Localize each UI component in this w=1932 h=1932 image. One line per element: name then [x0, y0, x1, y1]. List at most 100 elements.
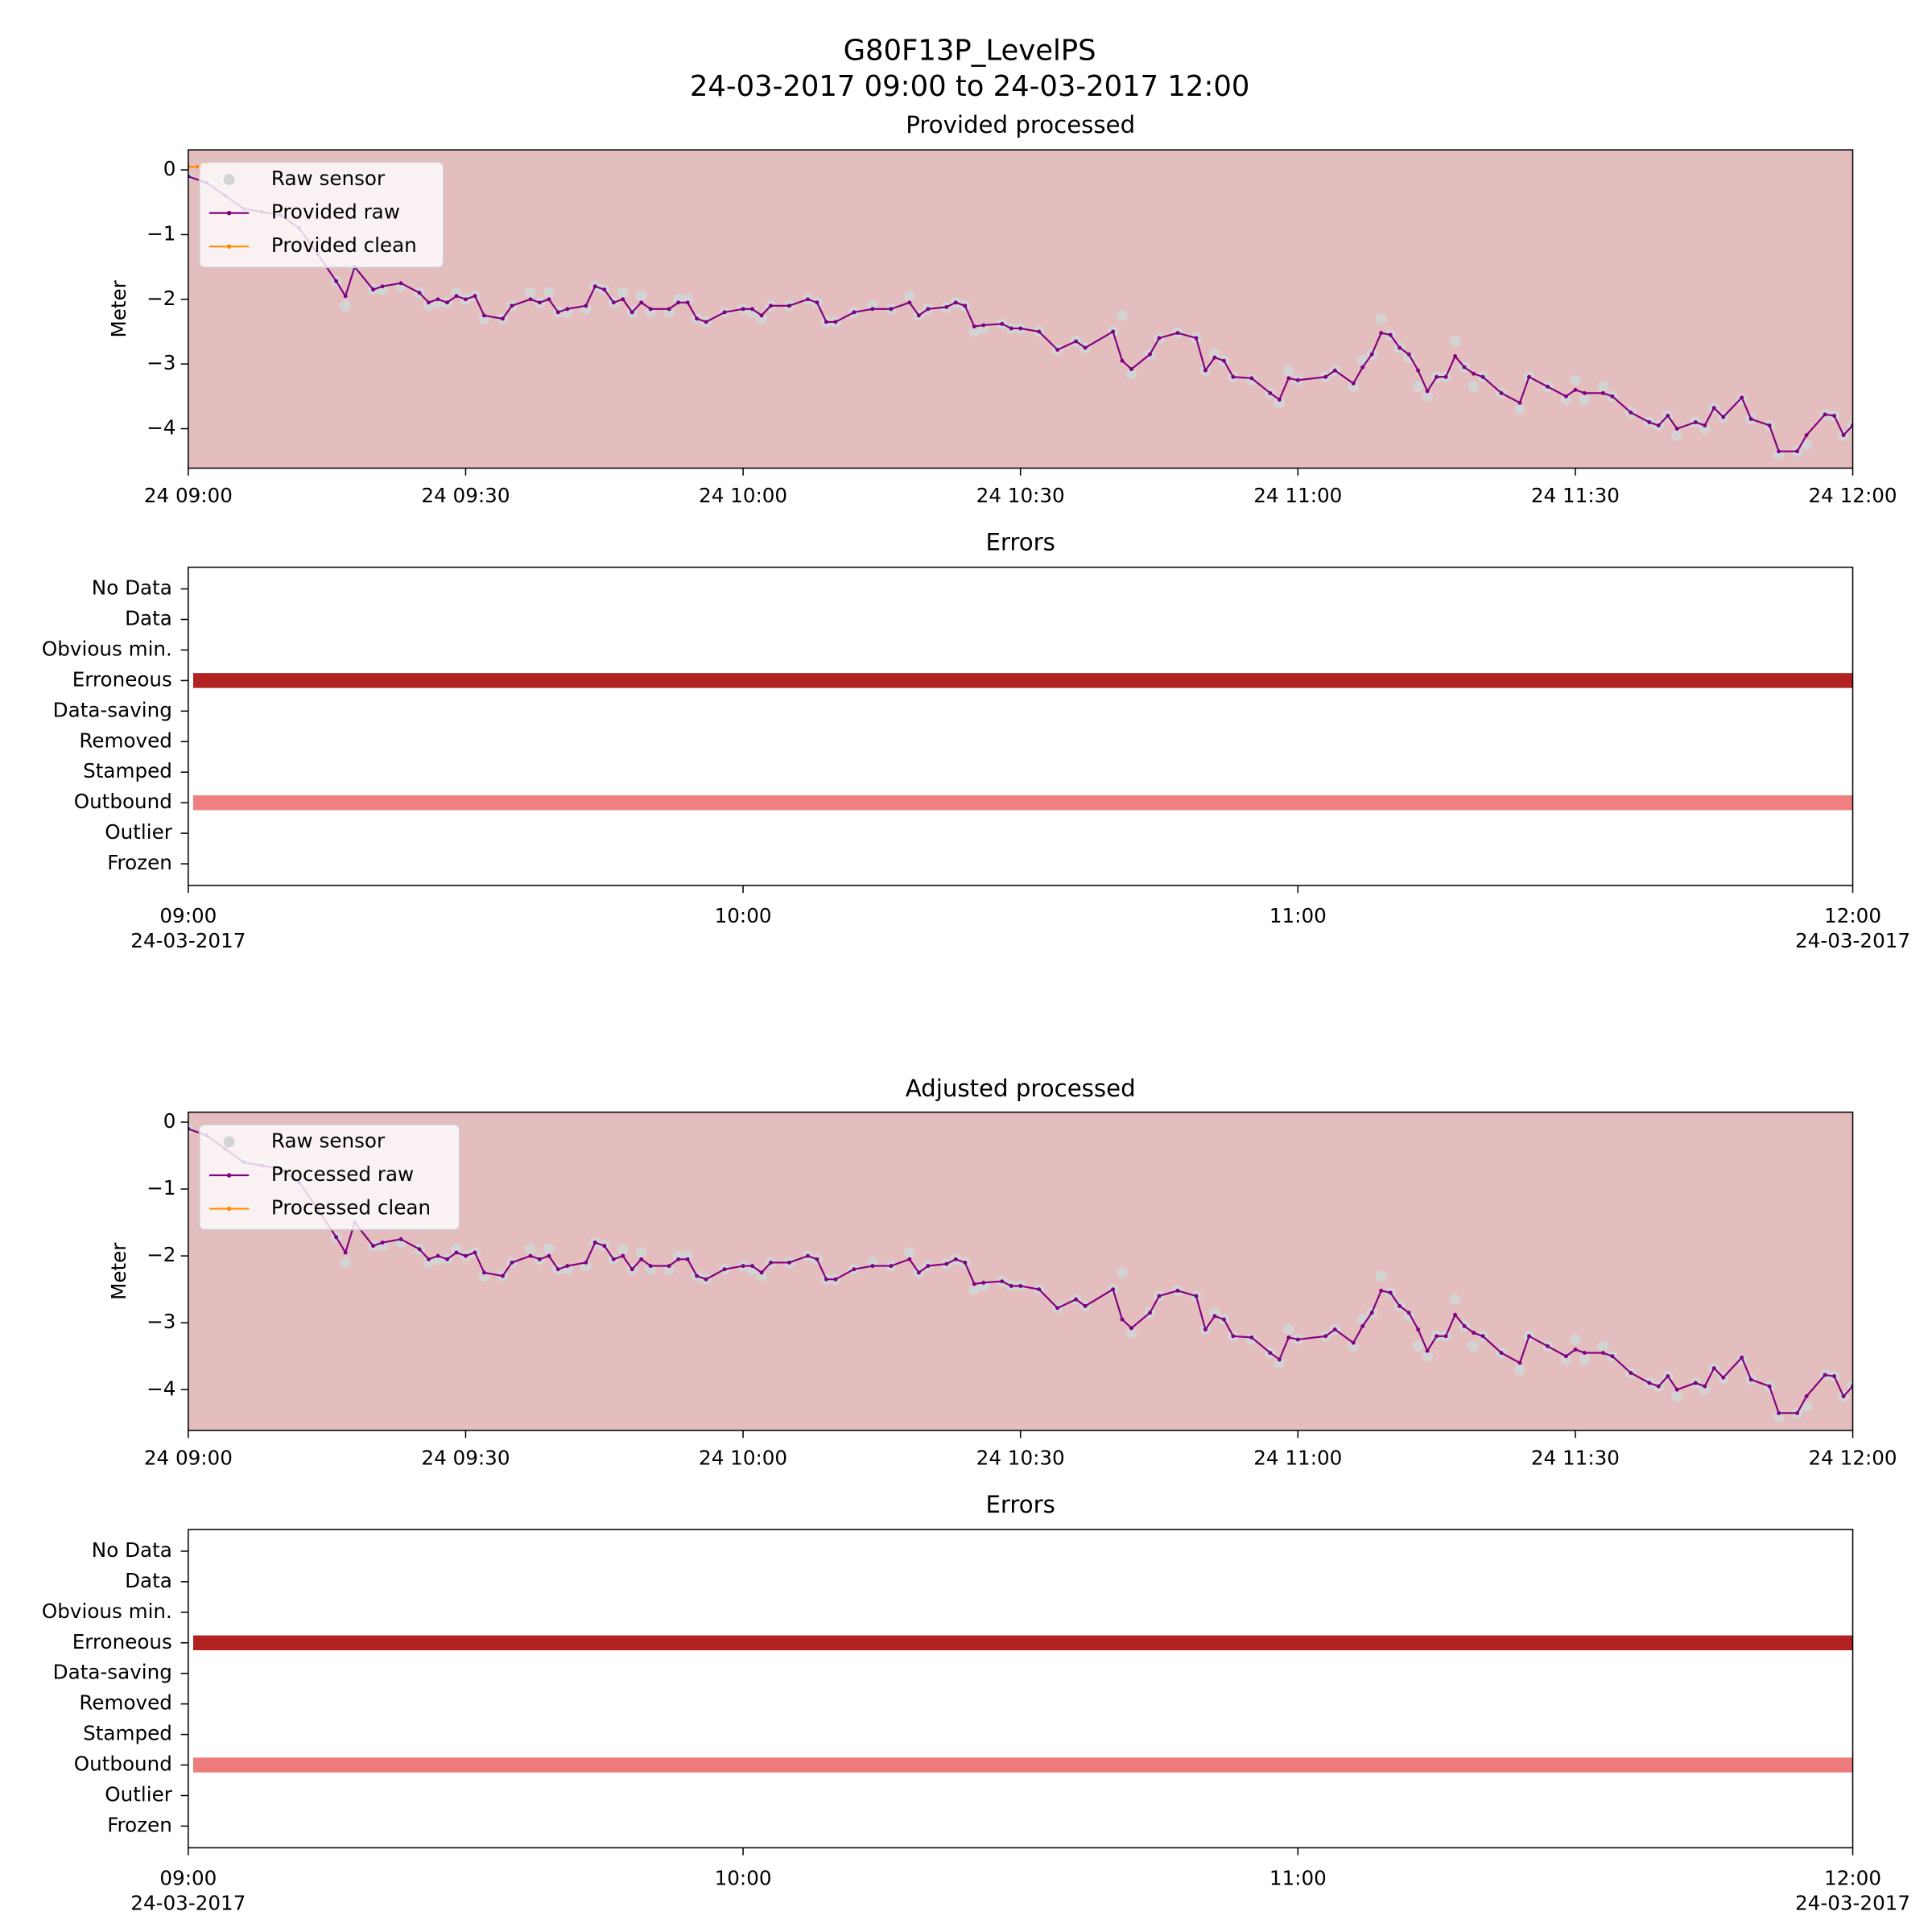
- raw-point: [1597, 1340, 1609, 1352]
- raw-point: [340, 299, 352, 312]
- error-span: [193, 795, 1853, 811]
- legend-box: [198, 161, 444, 269]
- y-tick-label: Frozen: [107, 851, 172, 874]
- series-line: [188, 174, 1853, 454]
- y-tick-label: Outlier: [105, 820, 172, 844]
- figure-title: G80F13P_LevelPS: [844, 35, 1096, 68]
- raw-point: [1412, 381, 1424, 393]
- x-tick-label: 24 09:30: [421, 484, 510, 507]
- raw-point: [1245, 1334, 1257, 1345]
- legend-marker: [226, 1173, 232, 1178]
- x-tick-label: 12:00 24-03-2017: [1795, 1866, 1911, 1915]
- axes-frame: [188, 1529, 1854, 1849]
- subplot-title: Adjusted processed: [906, 1075, 1136, 1102]
- y-tick-label: −4: [147, 1377, 175, 1400]
- raw-point: [635, 1247, 647, 1258]
- y-tick-label: Erroneous: [72, 1630, 172, 1653]
- legend-label: Processed raw: [271, 1162, 414, 1186]
- y-tick-label: Outbound: [74, 1752, 172, 1776]
- raw-point: [1282, 1323, 1294, 1335]
- raw-point: [543, 1243, 555, 1255]
- x-tick-label: 24 10:30: [976, 1446, 1065, 1469]
- subplot-title: Errors: [985, 1491, 1055, 1518]
- x-tick-label: 24 10:00: [699, 484, 787, 507]
- y-tick-label: No Data: [92, 576, 172, 600]
- y-tick-label: Stamped: [83, 759, 172, 782]
- raw-point: [1245, 374, 1257, 386]
- raw-point: [903, 290, 915, 302]
- y-tick-label: Data: [125, 607, 172, 630]
- raw-point: [1117, 309, 1128, 321]
- error-span: [193, 1635, 1853, 1651]
- x-tick-label: 24 11:30: [1531, 484, 1620, 507]
- y-tick-label: Removed: [79, 1691, 172, 1715]
- raw-point: [1579, 394, 1591, 406]
- raw-point: [1449, 336, 1461, 347]
- axes-frame: [188, 149, 1854, 469]
- x-tick-label: 24 09:00: [144, 484, 233, 507]
- legend-label: Processed clean: [271, 1196, 431, 1220]
- axes-frame: [188, 566, 1854, 886]
- raw-point: [1412, 1340, 1424, 1352]
- legend-label: Provided raw: [271, 200, 400, 224]
- subplot-title: Provided processed: [906, 111, 1135, 138]
- y-tick-label: Obvious min.: [42, 637, 172, 660]
- raw-point: [1579, 1353, 1591, 1365]
- plot-area: [188, 1123, 1853, 1422]
- y-tick-label: Outbound: [74, 790, 172, 813]
- legend-label: Raw sensor: [271, 1129, 386, 1152]
- raw-point: [1468, 381, 1480, 393]
- y-tick-label: Frozen: [107, 1813, 172, 1836]
- series-line: [188, 1126, 1853, 1415]
- raw-point: [617, 1243, 629, 1255]
- y-tick-label: −4: [147, 416, 175, 440]
- y-tick-label: −1: [147, 221, 175, 245]
- x-tick-label: 24 11:00: [1253, 484, 1342, 507]
- plot-background: [188, 1530, 1853, 1848]
- y-tick-label: 0: [163, 157, 176, 180]
- x-tick-label: 24 10:30: [976, 484, 1065, 507]
- y-tick-label: Data-saving: [53, 1661, 172, 1684]
- raw-point: [1570, 374, 1581, 386]
- y-tick-label: Stamped: [83, 1722, 172, 1745]
- x-tick-label: 10:00: [714, 1866, 772, 1890]
- raw-point: [1514, 403, 1525, 415]
- subplot-title: Errors: [985, 528, 1055, 555]
- x-tick-label: 09:00 24-03-2017: [130, 904, 246, 953]
- raw-point: [1468, 1340, 1480, 1352]
- y-tick-label: 0: [163, 1109, 176, 1133]
- legend-marker: [223, 1136, 235, 1148]
- raw-point: [1671, 429, 1683, 441]
- raw-point: [1597, 381, 1609, 393]
- raw-point: [1514, 1364, 1525, 1376]
- plot-background: [188, 567, 1853, 886]
- raw-point: [635, 290, 647, 302]
- x-tick-label: 24 11:00: [1253, 1446, 1342, 1469]
- error-span: [193, 673, 1853, 688]
- y-tick-label: Removed: [79, 729, 172, 752]
- y-tick-label: −3: [147, 351, 175, 374]
- raw-point: [1671, 1390, 1683, 1402]
- y-tick-label: −3: [147, 1310, 175, 1333]
- legend-label: Provided clean: [271, 233, 417, 257]
- y-tick-label: −2: [147, 287, 175, 310]
- raw-point: [543, 287, 555, 299]
- raw-point: [1117, 1266, 1128, 1278]
- error-span: [193, 1757, 1853, 1773]
- raw-point: [1282, 365, 1294, 377]
- figure-subtitle: 24-03-2017 09:00 to 24-03-2017 12:00: [690, 70, 1250, 103]
- x-tick-label: 24 11:30: [1531, 1446, 1620, 1469]
- raw-point: [1375, 312, 1387, 324]
- raw-point: [524, 1243, 536, 1255]
- x-tick-label: 24 09:30: [421, 1446, 510, 1469]
- y-tick-label: Erroneous: [72, 667, 172, 691]
- y-tick-label: Obvious min.: [42, 1600, 172, 1623]
- y-tick-label: No Data: [92, 1538, 172, 1562]
- y-tick-label: −1: [147, 1176, 175, 1199]
- raw-point: [1375, 1270, 1387, 1282]
- x-tick-label: 24 12:00: [1809, 484, 1897, 507]
- legend-marker: [226, 210, 232, 216]
- y-tick-label: Data-saving: [53, 698, 172, 721]
